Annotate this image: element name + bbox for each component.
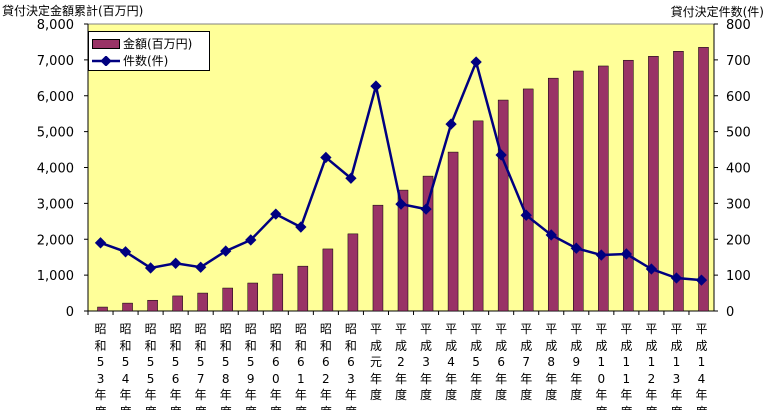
right-tick-label: 0 [726, 305, 734, 320]
right-axis-title: 貸付決定件数(件) [670, 5, 764, 19]
bar [547, 77, 559, 312]
x-tick-label: 平成3年度 [420, 322, 433, 402]
count-marker [295, 221, 307, 233]
bar [522, 88, 534, 312]
legend: 金額(百万円) 件数(件) [88, 31, 210, 71]
count-marker [169, 257, 182, 269]
left-axis-title: 貸付決定金額累計(百万円) [2, 4, 144, 18]
bar [147, 299, 158, 312]
bar [172, 295, 183, 312]
left-tick-label: 7,000 [37, 54, 74, 69]
x-tick-label: 昭和54年度 [119, 322, 132, 410]
count-marker [220, 245, 232, 257]
left-tick-label: 0 [66, 305, 74, 320]
right-tick-label: 100 [726, 269, 751, 284]
legend-bar-swatch [92, 38, 120, 49]
right-tick-label: 500 [726, 126, 751, 141]
x-tick-label: 平成10年度 [595, 322, 608, 410]
bar [698, 47, 709, 312]
x-tick-label: 平成13年度 [670, 322, 683, 410]
right-tick-label: 200 [726, 233, 751, 248]
bar [322, 248, 334, 312]
x-tick-label: 平成14年度 [695, 322, 708, 410]
bar [347, 233, 359, 312]
count-marker [520, 209, 532, 221]
x-tick-label: 平成9年度 [570, 322, 583, 402]
x-tick-label: 平成5年度 [470, 322, 483, 402]
x-tick-label: 昭和57年度 [194, 322, 207, 410]
x-tick-label: 平成11年度 [620, 322, 633, 410]
bar [372, 204, 384, 312]
legend-item-count: 件数(件) [92, 52, 168, 69]
bar [247, 282, 259, 312]
bar [97, 306, 108, 312]
left-tick-label: 2,000 [37, 233, 74, 248]
bar [197, 292, 208, 312]
right-tick-label: 300 [726, 197, 751, 212]
count-marker [495, 149, 507, 161]
count-marker [270, 208, 282, 220]
bar [673, 51, 684, 312]
x-tick-label: 昭和53年度 [94, 322, 107, 410]
count-marker [545, 229, 557, 241]
count-marker [595, 249, 607, 261]
bar [472, 120, 484, 312]
x-tick-label: 平成8年度 [545, 322, 558, 402]
bar [222, 287, 233, 312]
right-tick-label: 400 [726, 162, 751, 177]
bar [598, 65, 609, 312]
bar [397, 189, 409, 312]
x-tick-label: 平成6年度 [495, 322, 508, 402]
left-tick-label: 5,000 [37, 126, 74, 141]
count-marker [395, 198, 407, 210]
bar [573, 70, 584, 312]
count-marker [620, 248, 633, 260]
x-tick-label: 昭和56年度 [169, 322, 182, 410]
right-tick-label: 600 [726, 90, 751, 105]
count-marker [645, 263, 658, 275]
count-marker [320, 151, 332, 164]
left-tick-label: 8,000 [37, 18, 74, 33]
bar [648, 56, 659, 312]
bar [272, 273, 284, 312]
left-tick-label: 6,000 [37, 90, 74, 105]
count-marker [670, 272, 683, 284]
x-tick-label: 平成元年度 [369, 322, 382, 402]
x-tick-label: 昭和60年度 [269, 322, 282, 410]
x-tick-label: 昭和58年度 [219, 322, 232, 410]
x-tick-label: 平成12年度 [645, 322, 658, 410]
x-tick-label: 平成4年度 [445, 322, 458, 402]
bar [422, 175, 434, 312]
left-tick-label: 1,000 [37, 269, 74, 284]
x-tick-label: 昭和63年度 [344, 322, 357, 410]
legend-item-amount: 金額(百万円) [92, 35, 192, 52]
legend-label: 金額(百万円) [123, 37, 193, 51]
bar [297, 265, 309, 312]
count-marker [420, 203, 432, 215]
count-marker [695, 274, 708, 286]
bar [447, 151, 459, 312]
x-tick-label: 平成2年度 [395, 322, 408, 402]
right-tick-label: 700 [726, 54, 751, 69]
legend-label: 件数(件) [123, 54, 169, 68]
x-tick-label: 昭和62年度 [319, 322, 332, 410]
right-tick-label: 800 [726, 18, 751, 33]
count-marker [570, 242, 582, 254]
x-tick-label: 昭和61年度 [294, 322, 307, 410]
bar [122, 302, 133, 312]
legend-line-swatch [92, 55, 120, 66]
left-tick-label: 4,000 [37, 162, 74, 177]
left-tick-label: 3,000 [37, 197, 74, 212]
x-tick-label: 昭和55年度 [144, 322, 157, 410]
count-marker [245, 234, 257, 246]
bar [497, 99, 509, 312]
x-tick-label: 昭和59年度 [244, 322, 257, 410]
bar [623, 59, 634, 312]
count-marker [195, 261, 207, 273]
count-marker [144, 262, 157, 274]
x-tick-label: 平成7年度 [520, 322, 533, 402]
count-marker [345, 172, 357, 184]
